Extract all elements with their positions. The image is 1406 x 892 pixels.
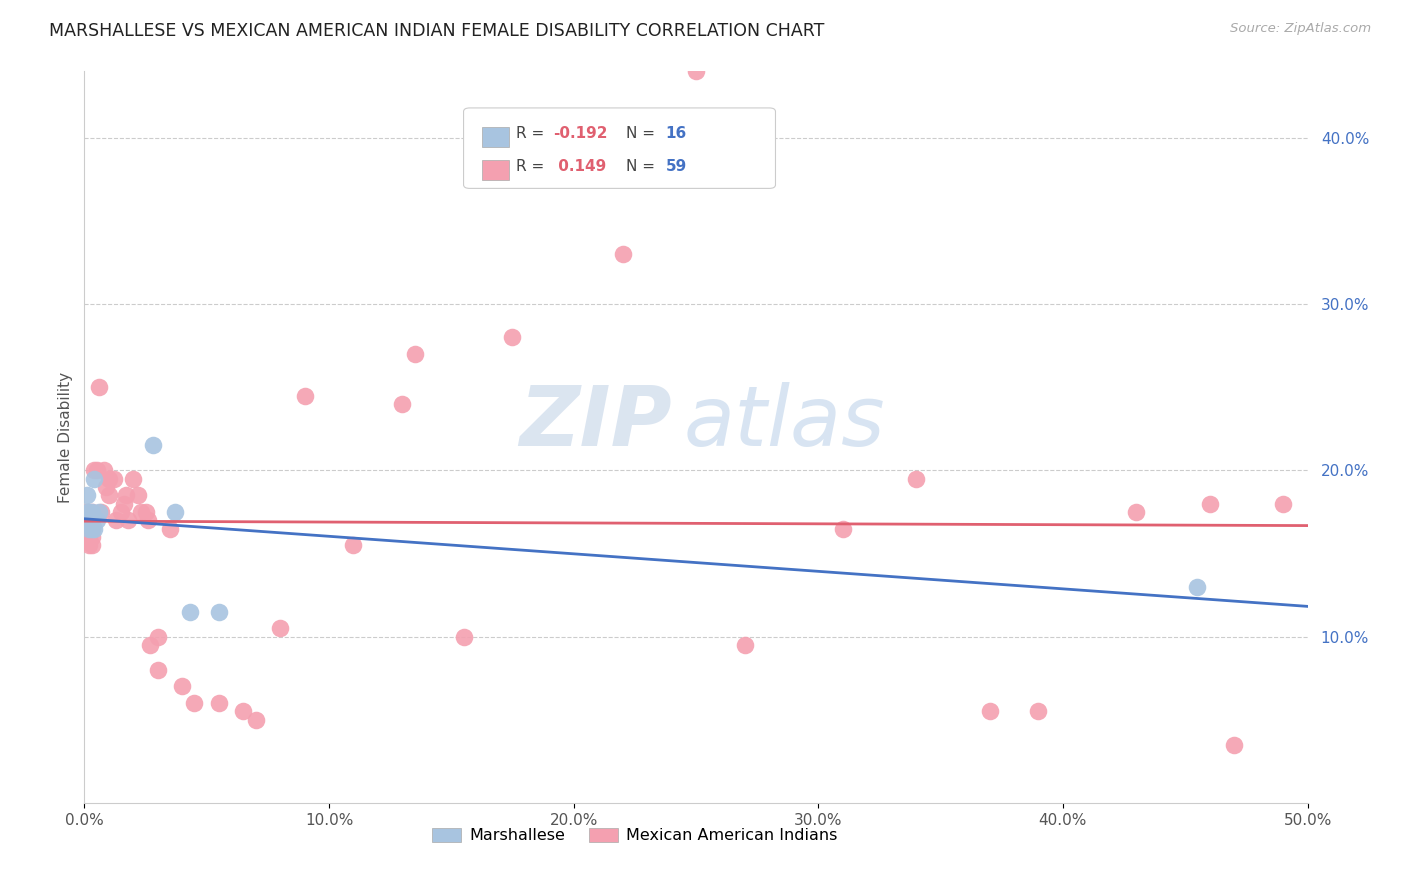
Point bbox=[76, 521, 98, 535]
Point bbox=[1125, 505, 1147, 519]
Point bbox=[80, 538, 103, 552]
Point bbox=[179, 605, 201, 619]
Point bbox=[76, 505, 98, 519]
Point bbox=[80, 521, 103, 535]
Point bbox=[550, 164, 572, 178]
Point bbox=[77, 505, 100, 519]
Point bbox=[163, 505, 186, 519]
Point bbox=[103, 472, 125, 486]
Point bbox=[87, 380, 110, 394]
Point bbox=[83, 463, 105, 477]
Text: -0.192: -0.192 bbox=[553, 126, 607, 141]
Point bbox=[208, 696, 231, 710]
Point bbox=[905, 472, 928, 486]
Point bbox=[80, 513, 103, 527]
Point bbox=[80, 530, 103, 544]
Point bbox=[142, 438, 165, 452]
Point bbox=[734, 638, 756, 652]
Point bbox=[122, 472, 145, 486]
Point bbox=[112, 497, 135, 511]
Text: 0.149: 0.149 bbox=[553, 159, 606, 174]
Point bbox=[146, 663, 169, 677]
Point bbox=[979, 705, 1001, 719]
Point bbox=[159, 521, 181, 535]
Point bbox=[115, 488, 138, 502]
Text: MARSHALLESE VS MEXICAN AMERICAN INDIAN FEMALE DISABILITY CORRELATION CHART: MARSHALLESE VS MEXICAN AMERICAN INDIAN F… bbox=[49, 22, 824, 40]
Point bbox=[77, 521, 100, 535]
Point bbox=[77, 521, 100, 535]
Point bbox=[208, 605, 231, 619]
Point bbox=[76, 521, 98, 535]
Text: ZIP: ZIP bbox=[519, 382, 672, 463]
Point bbox=[1187, 580, 1209, 594]
Point bbox=[1028, 705, 1050, 719]
Point bbox=[136, 513, 159, 527]
Point bbox=[404, 347, 426, 361]
Text: Source: ZipAtlas.com: Source: ZipAtlas.com bbox=[1230, 22, 1371, 36]
Point bbox=[80, 505, 103, 519]
Point bbox=[77, 521, 100, 535]
Point bbox=[93, 463, 115, 477]
FancyBboxPatch shape bbox=[464, 108, 776, 188]
Text: N =: N = bbox=[626, 126, 661, 141]
Point bbox=[129, 505, 152, 519]
Text: 59: 59 bbox=[665, 159, 686, 174]
Point bbox=[269, 621, 291, 635]
Point bbox=[245, 713, 267, 727]
Y-axis label: Female Disability: Female Disability bbox=[58, 371, 73, 503]
Point bbox=[183, 696, 205, 710]
Point bbox=[391, 397, 413, 411]
Point bbox=[294, 388, 316, 402]
Bar bbox=[482, 127, 509, 147]
Point bbox=[86, 463, 108, 477]
Point bbox=[90, 505, 112, 519]
Point bbox=[342, 538, 364, 552]
Point bbox=[117, 513, 139, 527]
Point bbox=[172, 680, 194, 694]
Text: 16: 16 bbox=[665, 126, 686, 141]
Point bbox=[77, 538, 100, 552]
Point bbox=[76, 505, 98, 519]
Point bbox=[83, 472, 105, 486]
Point bbox=[232, 705, 254, 719]
Point bbox=[80, 521, 103, 535]
Point bbox=[110, 505, 132, 519]
Text: R =: R = bbox=[516, 159, 550, 174]
Text: N =: N = bbox=[626, 159, 661, 174]
Point bbox=[612, 247, 634, 261]
Bar bbox=[482, 160, 509, 180]
Point bbox=[77, 530, 100, 544]
Point bbox=[453, 630, 475, 644]
Point bbox=[77, 505, 100, 519]
Point bbox=[1223, 738, 1246, 752]
Point bbox=[1272, 497, 1295, 511]
Text: R =: R = bbox=[516, 126, 550, 141]
Point bbox=[135, 505, 157, 519]
Point bbox=[1198, 497, 1220, 511]
Legend: Marshallese, Mexican American Indians: Marshallese, Mexican American Indians bbox=[426, 822, 844, 850]
Text: atlas: atlas bbox=[683, 382, 886, 463]
Point bbox=[146, 630, 169, 644]
Point bbox=[96, 480, 118, 494]
Point bbox=[97, 472, 120, 486]
Point bbox=[685, 64, 707, 78]
Point bbox=[76, 488, 98, 502]
Point bbox=[831, 521, 853, 535]
Point bbox=[127, 488, 149, 502]
Point bbox=[86, 513, 108, 527]
Point bbox=[105, 513, 128, 527]
Point bbox=[87, 505, 110, 519]
Point bbox=[97, 488, 120, 502]
Point bbox=[83, 521, 105, 535]
Point bbox=[502, 330, 524, 344]
Point bbox=[80, 505, 103, 519]
Point bbox=[139, 638, 162, 652]
